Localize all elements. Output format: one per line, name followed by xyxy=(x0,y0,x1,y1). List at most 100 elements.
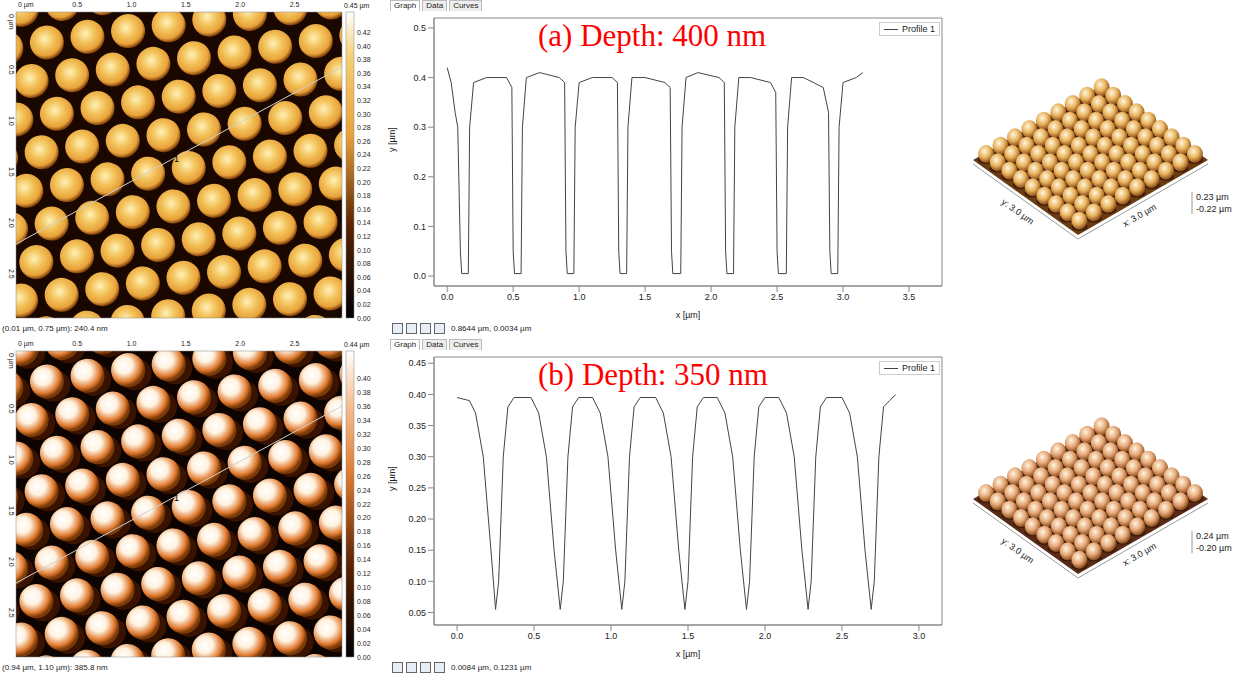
svg-text:y: 3.0 µm: y: 3.0 µm xyxy=(1000,536,1036,566)
svg-text:y [µm]: y [µm] xyxy=(388,127,397,152)
svg-text:0.22: 0.22 xyxy=(357,165,371,172)
svg-text:0.38: 0.38 xyxy=(357,56,371,63)
svg-text:0.5: 0.5 xyxy=(8,65,15,75)
svg-text:x: 3.0 µm: x: 3.0 µm xyxy=(1121,541,1158,568)
svg-text:0.28: 0.28 xyxy=(357,459,371,466)
svg-text:0 µm: 0 µm xyxy=(7,353,15,369)
svg-text:0.14: 0.14 xyxy=(357,219,371,226)
svg-text:0.18: 0.18 xyxy=(357,192,371,199)
svg-text:0.28: 0.28 xyxy=(357,124,371,131)
svg-text:1.0: 1.0 xyxy=(8,455,15,465)
svg-text:0.25: 0.25 xyxy=(408,483,426,493)
svg-text:0.10: 0.10 xyxy=(357,584,371,591)
svg-text:0.08: 0.08 xyxy=(357,598,371,605)
svg-text:0.12: 0.12 xyxy=(357,233,371,240)
svg-text:-0.20 µm: -0.20 µm xyxy=(1196,543,1232,553)
svg-text:0.3: 0.3 xyxy=(413,122,426,132)
svg-text:0.14: 0.14 xyxy=(357,556,371,563)
svg-text:0.38: 0.38 xyxy=(357,389,371,396)
svg-text:0.44 µm: 0.44 µm xyxy=(344,341,370,349)
svg-text:1.5: 1.5 xyxy=(8,506,15,516)
svg-text:0.45 µm: 0.45 µm xyxy=(344,2,370,10)
svg-text:1.0: 1.0 xyxy=(573,292,586,302)
svg-text:0.34: 0.34 xyxy=(357,417,371,424)
svg-text:0.36: 0.36 xyxy=(357,70,371,77)
svg-text:0.5: 0.5 xyxy=(528,631,541,641)
svg-text:2.0: 2.0 xyxy=(8,557,15,567)
svg-text:0 µm: 0 µm xyxy=(7,14,15,30)
svg-text:-0.22 µm: -0.22 µm xyxy=(1196,204,1232,214)
svg-text:3.0: 3.0 xyxy=(837,292,850,302)
svg-text:0.40: 0.40 xyxy=(357,43,371,50)
svg-text:0.24: 0.24 xyxy=(357,151,371,158)
svg-text:0.40: 0.40 xyxy=(408,390,426,400)
svg-text:0.1: 0.1 xyxy=(413,222,426,232)
svg-text:0.06: 0.06 xyxy=(357,274,371,281)
svg-text:2.5: 2.5 xyxy=(836,631,849,641)
svg-text:0.15: 0.15 xyxy=(408,545,426,555)
svg-text:0.30: 0.30 xyxy=(408,452,426,462)
svg-text:0.24 µm: 0.24 µm xyxy=(1196,531,1229,541)
svg-text:(0.01 µm, 0.75 µm): 240.4 nm: (0.01 µm, 0.75 µm): 240.4 nm xyxy=(2,324,108,333)
svg-text:0.18: 0.18 xyxy=(357,528,371,535)
svg-text:0.10: 0.10 xyxy=(408,577,426,587)
svg-text:0.5: 0.5 xyxy=(507,292,520,302)
svg-text:0.10: 0.10 xyxy=(357,247,371,254)
svg-text:0.32: 0.32 xyxy=(357,97,371,104)
svg-text:0.36: 0.36 xyxy=(357,403,371,410)
svg-text:0.26: 0.26 xyxy=(357,473,371,480)
svg-text:2.5: 2.5 xyxy=(771,292,784,302)
svg-text:y: 3.0 µm: y: 3.0 µm xyxy=(1000,197,1036,227)
svg-text:1.5: 1.5 xyxy=(639,292,652,302)
svg-text:0.12: 0.12 xyxy=(357,570,371,577)
svg-text:0.08: 0.08 xyxy=(357,260,371,267)
svg-text:0.24: 0.24 xyxy=(357,487,371,494)
svg-text:0.0: 0.0 xyxy=(441,292,454,302)
svg-text:0.0: 0.0 xyxy=(413,271,426,281)
svg-text:0.0: 0.0 xyxy=(451,631,464,641)
svg-text:0.20: 0.20 xyxy=(408,514,426,524)
svg-text:0.02: 0.02 xyxy=(357,640,371,647)
svg-text:2.5: 2.5 xyxy=(8,608,15,618)
svg-text:0.42: 0.42 xyxy=(357,29,371,36)
svg-text:0.4: 0.4 xyxy=(413,73,426,83)
svg-text:0.16: 0.16 xyxy=(357,206,371,213)
svg-text:x [µm]: x [µm] xyxy=(676,310,701,320)
svg-text:1.0: 1.0 xyxy=(605,631,618,641)
svg-text:0.04: 0.04 xyxy=(357,287,371,294)
svg-text:1: 1 xyxy=(174,493,179,503)
svg-text:(0.94 µm, 1.10 µm): 385.8 nm: (0.94 µm, 1.10 µm): 385.8 nm xyxy=(2,663,108,672)
svg-text:0.20: 0.20 xyxy=(357,514,371,521)
svg-text:1.5: 1.5 xyxy=(682,631,695,641)
svg-text:2.0: 2.0 xyxy=(705,292,718,302)
svg-text:3.0: 3.0 xyxy=(913,631,926,641)
svg-text:0.26: 0.26 xyxy=(357,138,371,145)
svg-text:0.00: 0.00 xyxy=(357,315,371,322)
svg-text:1: 1 xyxy=(174,154,179,164)
svg-text:0.16: 0.16 xyxy=(357,542,371,549)
svg-text:x [µm]: x [µm] xyxy=(676,649,701,659)
svg-text:0.06: 0.06 xyxy=(357,612,371,619)
svg-text:0.00: 0.00 xyxy=(357,654,371,661)
svg-text:2.0: 2.0 xyxy=(759,631,772,641)
svg-text:0.22: 0.22 xyxy=(357,501,371,508)
svg-text:0.23 µm: 0.23 µm xyxy=(1196,192,1229,202)
svg-text:y [µm]: y [µm] xyxy=(388,466,397,491)
svg-text:0.34: 0.34 xyxy=(357,83,371,90)
svg-text:0.32: 0.32 xyxy=(357,431,371,438)
svg-text:0.35: 0.35 xyxy=(408,421,426,431)
svg-text:3.5: 3.5 xyxy=(903,292,916,302)
svg-text:0.2: 0.2 xyxy=(413,172,426,182)
svg-text:0.5: 0.5 xyxy=(8,404,15,414)
svg-text:0.30: 0.30 xyxy=(357,111,371,118)
svg-text:1.0: 1.0 xyxy=(8,116,15,126)
svg-text:1.5: 1.5 xyxy=(8,167,15,177)
svg-text:0.05: 0.05 xyxy=(408,608,426,618)
svg-text:0.40: 0.40 xyxy=(357,375,371,382)
svg-text:2.5: 2.5 xyxy=(8,269,15,279)
svg-text:0.45: 0.45 xyxy=(408,358,426,368)
svg-text:0.04: 0.04 xyxy=(357,626,371,633)
svg-text:x: 3.0 µm: x: 3.0 µm xyxy=(1121,202,1158,229)
svg-text:0.30: 0.30 xyxy=(357,445,371,452)
svg-text:2.0: 2.0 xyxy=(8,218,15,228)
